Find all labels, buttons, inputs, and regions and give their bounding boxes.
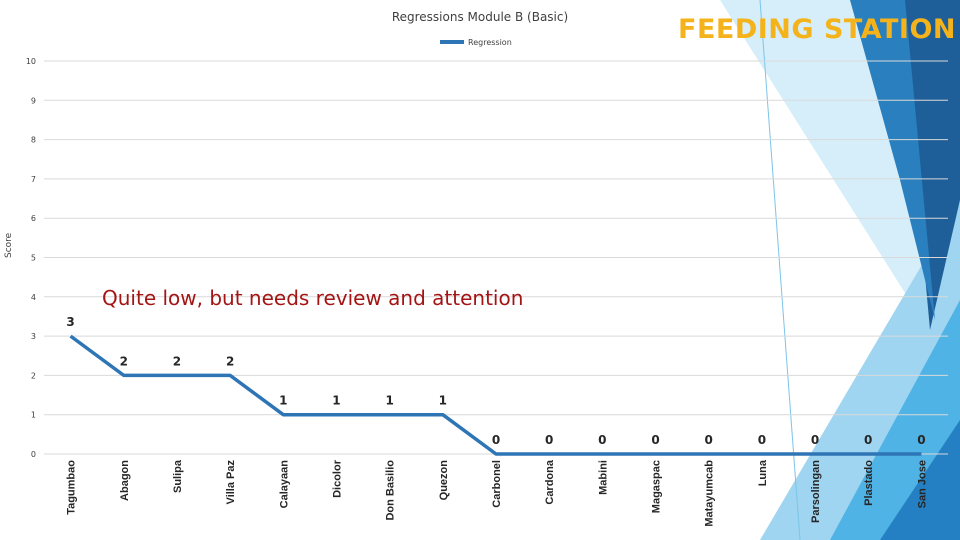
x-tick-label: Calayaan: [278, 460, 290, 509]
data-label: 0: [651, 433, 659, 447]
data-label: 2: [226, 354, 234, 368]
data-label: 1: [439, 394, 447, 408]
y-axis-label: Score: [4, 232, 14, 258]
data-label: 0: [758, 433, 766, 447]
y-axis-ticks: 0 1 2 3 4 5 6 7 8 9 10: [26, 57, 36, 459]
x-tick-label: Plastado: [863, 460, 875, 506]
data-labels: 3 2 2 2 1 1 1 1 0 0 0 0 0 0 0 0 0: [66, 315, 925, 447]
x-tick-label: Luna: [757, 459, 769, 486]
x-tick-label: Parsolingan: [810, 460, 822, 523]
x-tick-label: Cardona: [544, 459, 556, 505]
x-tick-label: Quezon: [438, 460, 450, 501]
x-tick-label: Matayumcab: [704, 460, 716, 527]
y-tick-label: 7: [31, 175, 36, 184]
x-tick-label: Magaspac: [651, 460, 663, 513]
data-label: 0: [705, 433, 713, 447]
x-tick-label: Sulipa: [172, 459, 184, 493]
data-label: 3: [66, 315, 74, 329]
data-label: 0: [545, 433, 553, 447]
y-tick-label: 9: [31, 96, 36, 105]
decor-mid-band: [850, 0, 935, 320]
x-tick-label: San Jose: [916, 460, 928, 508]
data-label: 0: [864, 433, 872, 447]
x-tick-label: Villa Paz: [225, 460, 237, 505]
decor-thin-line: [759, 0, 801, 540]
data-label: 2: [120, 354, 128, 368]
data-label: 0: [492, 433, 500, 447]
chart-title: Regressions Module B (Basic): [391, 10, 569, 24]
data-label: 0: [917, 433, 925, 447]
data-label: 0: [811, 433, 819, 447]
data-label: 2: [173, 354, 181, 368]
x-tick-label: Carbonel: [491, 460, 503, 508]
y-tick-label: 2: [31, 371, 36, 380]
x-tick-label: Don Basilio: [385, 460, 397, 521]
x-tick-label: Tagumbao: [66, 460, 78, 515]
chart-series: [69, 334, 922, 456]
y-tick-label: 0: [31, 450, 36, 459]
data-label: 1: [332, 394, 340, 408]
y-tick-label: 10: [26, 57, 36, 66]
data-label: 1: [385, 394, 393, 408]
decor-dark-band: [900, 0, 960, 330]
decor-dark-corner: [880, 420, 960, 540]
legend-swatch: [440, 40, 464, 44]
y-tick-label: 4: [31, 293, 36, 302]
x-tick-label: Mabini: [597, 460, 609, 495]
y-tick-label: 1: [31, 411, 36, 420]
chart-legend: Regression: [440, 36, 512, 48]
legend-label: Regression: [468, 37, 512, 47]
data-label: 0: [598, 433, 606, 447]
y-tick-label: 3: [31, 332, 36, 341]
x-axis-ticks: Tagumbao Abagon Sulipa Villa Paz Calayaan Dic…: [66, 459, 929, 527]
chart-gridlines: [44, 60, 948, 455]
data-label: 1: [279, 394, 287, 408]
slide-title: FEEDING STATION: [678, 14, 957, 45]
y-tick-label: 5: [31, 254, 36, 263]
y-tick-label: 6: [31, 214, 36, 223]
y-tick-label: 8: [31, 136, 36, 145]
x-tick-label: Dicolor: [331, 459, 343, 498]
series-line-regression: [69, 334, 922, 456]
x-tick-label: Abagon: [119, 460, 131, 501]
chart-annotation: Quite low, but needs review and attentio…: [102, 286, 524, 310]
